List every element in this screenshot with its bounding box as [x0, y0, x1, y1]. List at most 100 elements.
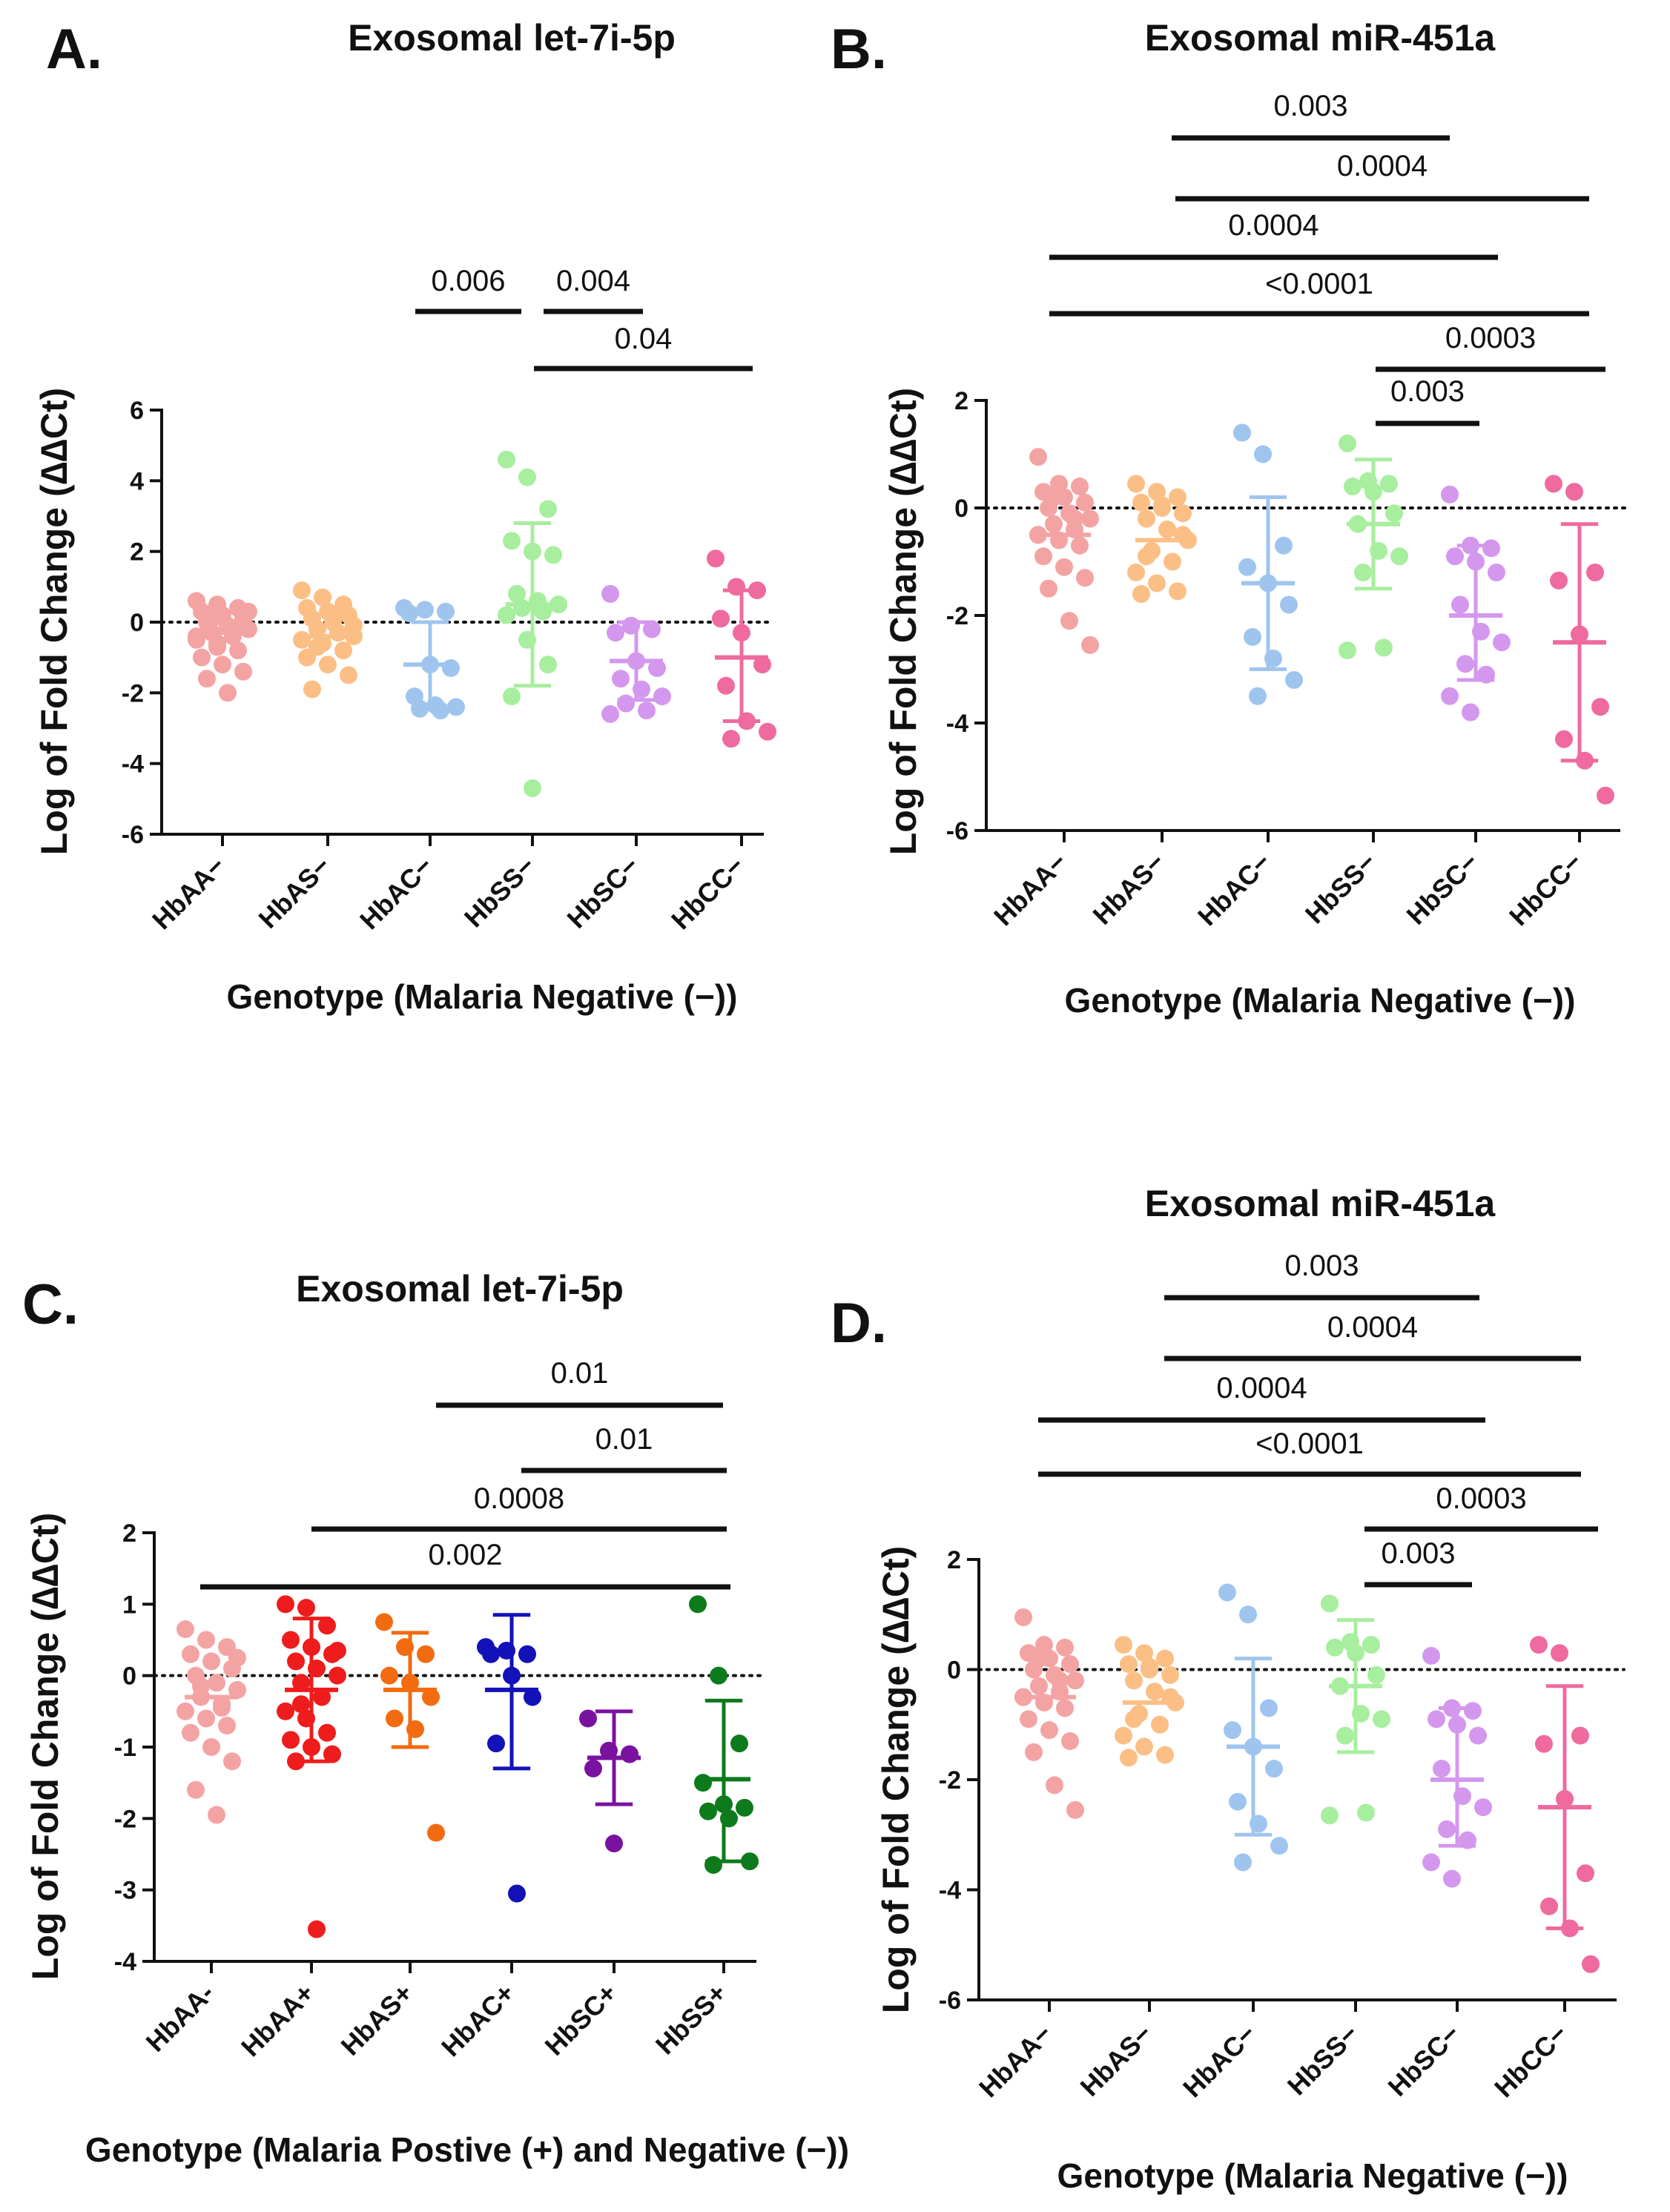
data-point [1161, 1665, 1179, 1684]
data-point [1164, 552, 1181, 571]
x-tick-label: HbSC− [561, 851, 644, 934]
data-point [1218, 1583, 1236, 1602]
x-tick-label: HbAC− [1177, 2018, 1262, 2104]
x-tick-label: HbAS+ [334, 1978, 418, 2061]
data-point [182, 1723, 199, 1742]
data-point [314, 588, 331, 607]
data-point [202, 1738, 220, 1756]
data-point [1446, 547, 1464, 566]
y-tick-label: 0 [947, 1657, 961, 1685]
data-point [621, 1745, 638, 1763]
p-value-label: 0.002 [428, 1539, 502, 1571]
data-point [710, 1666, 727, 1685]
data-point [1326, 1638, 1344, 1657]
data-point [1127, 475, 1145, 493]
x-tick-label: HbAA+ [235, 1978, 320, 2063]
data-point [1535, 1734, 1553, 1753]
data-point [539, 500, 557, 518]
data-point [699, 1802, 717, 1820]
data-point [437, 602, 455, 621]
data-point [277, 1595, 294, 1614]
chart-title: Exosomal let-7i-5p [296, 1268, 624, 1310]
data-point [1344, 478, 1362, 495]
data-point [1367, 1665, 1385, 1684]
data-point [197, 1631, 215, 1649]
x-tick-label: HbSC− [1382, 2018, 1465, 2102]
data-point [638, 701, 656, 720]
data-point [218, 1717, 236, 1735]
x-axis-title: Genotype (Malaria Negative (−)) [1057, 2156, 1568, 2195]
data-point [308, 638, 326, 656]
data-point [518, 1645, 536, 1663]
data-point [1151, 1715, 1169, 1734]
y-tick-label: -3 [114, 1877, 136, 1905]
data-point [293, 581, 311, 600]
data-point [1428, 1710, 1445, 1729]
x-tick-label: HbSS− [1281, 2018, 1364, 2102]
y-tick-label: 2 [947, 1546, 961, 1574]
data-point [1025, 1743, 1043, 1761]
data-point [1339, 641, 1356, 660]
data-point [1233, 423, 1251, 442]
data-point [197, 1709, 215, 1728]
data-point [607, 624, 624, 642]
data-point [1060, 612, 1078, 630]
data-point [1474, 1798, 1492, 1817]
data-point [1061, 1732, 1079, 1751]
data-point [214, 656, 231, 674]
data-point [759, 722, 776, 741]
y-axis-title: Log of Fold Change (∆∆Ct) [875, 1546, 917, 2014]
y-tick-label: 2 [130, 538, 144, 567]
x-tick-label: HbAS− [252, 851, 336, 934]
y-tick-label: -2 [946, 602, 968, 630]
x-tick-label: HbAA− [988, 847, 1073, 932]
data-point [1115, 1726, 1132, 1745]
data-point [1146, 1683, 1164, 1701]
data-point [1565, 483, 1583, 501]
data-point [612, 670, 630, 688]
data-point [524, 779, 541, 798]
data-point [1076, 493, 1094, 512]
data-point [1061, 1655, 1079, 1674]
data-point [1551, 1644, 1568, 1663]
data-point [1174, 504, 1192, 523]
data-point [1270, 1837, 1288, 1855]
x-axis-title: Genotype (Malaria Postive (+) and Negati… [85, 2130, 849, 2169]
p-value-label: 0.003 [1390, 375, 1465, 408]
data-point [1597, 786, 1614, 805]
data-point [1239, 1605, 1257, 1624]
data-point [219, 684, 237, 702]
data-point [1362, 1636, 1380, 1654]
data-point [1132, 585, 1150, 603]
data-point [1115, 1636, 1132, 1654]
data-point [1443, 1869, 1461, 1888]
data-point [1066, 1800, 1084, 1819]
data-point [375, 1613, 393, 1631]
data-point [1464, 1702, 1482, 1720]
data-point [643, 620, 661, 638]
p-value-label: <0.0001 [1265, 268, 1373, 300]
data-point [400, 604, 418, 623]
data-point [313, 1688, 331, 1706]
data-point [1148, 483, 1166, 501]
data-point [1577, 1864, 1594, 1883]
data-point [1224, 1721, 1241, 1740]
data-point [228, 1680, 246, 1699]
data-point [1493, 633, 1511, 652]
data-point [1169, 488, 1187, 506]
data-point [1040, 579, 1057, 598]
y-tick-label: 6 [130, 397, 144, 425]
x-tick-label: HbAA− [973, 2018, 1058, 2104]
data-point [234, 662, 252, 681]
data-point [1081, 635, 1099, 654]
y-tick-label: -4 [114, 1948, 136, 1976]
data-point [707, 549, 725, 568]
data-point [427, 1823, 445, 1842]
data-point [1285, 671, 1303, 689]
data-point [534, 602, 552, 621]
data-point [203, 610, 221, 628]
data-point [1249, 687, 1267, 705]
data-point [193, 648, 211, 667]
data-point [513, 598, 531, 617]
